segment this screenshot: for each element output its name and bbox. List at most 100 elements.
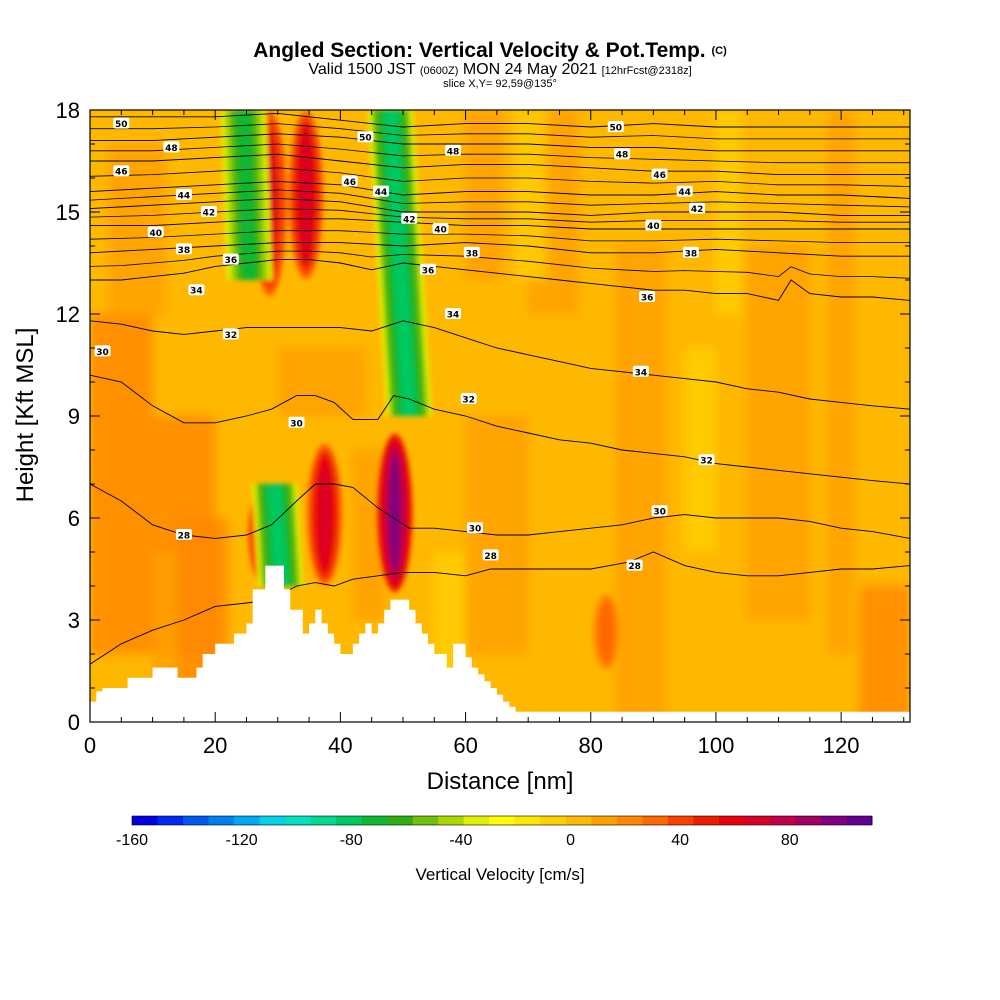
contour-label: 38 (175, 243, 192, 256)
contour-label-text: 34 (190, 287, 203, 297)
contour-label-box (147, 226, 164, 238)
contour-label-text: 32 (462, 396, 475, 406)
contour-label: 48 (614, 148, 631, 161)
contour-label: 40 (432, 223, 449, 236)
colorbar-swatch (565, 816, 592, 825)
mild-updraft-patch (615, 246, 666, 722)
contour-label-box (463, 246, 480, 258)
contour-label-text: 30 (469, 525, 482, 535)
contour-label: 42 (200, 206, 217, 219)
y-tick-label: 12 (56, 302, 80, 327)
contour-label: 48 (445, 144, 462, 157)
contour-label: 30 (288, 416, 305, 429)
contour-label-text: 28 (628, 562, 641, 572)
colorbar-tick-label: -160 (116, 832, 148, 849)
contour-theta-42 (90, 197, 910, 216)
contour-label-text: 42 (403, 215, 416, 225)
contour-label-box (222, 253, 239, 265)
contour-label: 28 (175, 529, 192, 542)
contour-label-text: 28 (178, 532, 191, 542)
contour-label-text: 28 (484, 552, 497, 562)
x-tick-label: 0 (84, 733, 96, 758)
field-mild-patches (90, 110, 910, 722)
contour-label: 50 (113, 117, 130, 130)
y-tick-label: 3 (68, 608, 80, 633)
contour-label: 46 (651, 168, 668, 181)
contour-label-box (94, 345, 111, 357)
contour-label-text: 40 (149, 229, 162, 239)
colorbar-swatch (744, 816, 771, 825)
contour-label: 48 (163, 141, 180, 154)
contour-theta-50 (90, 112, 910, 128)
contour-label-box (373, 185, 390, 197)
colorbar-tick-label: 40 (671, 832, 689, 849)
colorbar-tick-label: 80 (781, 832, 799, 849)
contour-label-box (113, 165, 130, 177)
downdraft-streak (383, 110, 416, 416)
x-tick-label: 80 (579, 733, 603, 758)
contour-label-box (288, 416, 305, 428)
colorbar-swatch (412, 816, 439, 825)
colorbar-swatch (795, 816, 822, 825)
contour-label: 30 (94, 345, 111, 358)
contour-label: 50 (357, 131, 374, 144)
contour-label-box (651, 168, 668, 180)
mild-updraft-patch (90, 314, 153, 416)
y-tick-label: 6 (68, 506, 80, 531)
contour-label-box (607, 121, 624, 132)
contour-label-box (432, 223, 449, 234)
contour-theta-32 (90, 374, 910, 485)
x-tick-label: 60 (453, 733, 477, 758)
colorbar-swatch (234, 816, 261, 825)
colorbar-tick-label: -80 (340, 832, 363, 849)
y-tick-label: 15 (56, 200, 80, 225)
contour-label-text: 30 (653, 508, 666, 518)
contour-label-box (113, 117, 130, 129)
contour-label-text: 40 (647, 222, 660, 232)
contour-label: 50 (607, 121, 624, 134)
contour-theta-48 (90, 133, 910, 152)
colorbar-swatch (157, 816, 184, 825)
x-tick-label: 20 (203, 733, 227, 758)
y-tick-label: 0 (68, 710, 80, 735)
contour-label: 32 (698, 454, 715, 467)
contour-label-box (626, 559, 643, 571)
updraft-plume (320, 464, 329, 565)
x-axis-label: Distance [nm] (427, 768, 574, 795)
contour-label-text: 50 (115, 120, 128, 130)
contour-label-text: 50 (359, 134, 372, 144)
x-tick-label: 120 (823, 733, 860, 758)
contour-theta-46 (90, 153, 910, 176)
contour-label-text: 48 (616, 151, 629, 161)
mild-updraft-patch (277, 348, 366, 416)
contour-label-box (175, 529, 192, 540)
contour-label-text: 32 (225, 331, 238, 341)
contour-label-text: 46 (344, 178, 357, 188)
colorbar-swatch (693, 816, 720, 825)
colorbar-swatch (591, 816, 618, 825)
contour-label-text: 36 (422, 266, 435, 276)
mild-updraft-patch (747, 246, 810, 620)
contour-label: 30 (651, 505, 668, 518)
contour-label-text: 44 (375, 188, 388, 198)
downdraft-streak (236, 110, 257, 280)
contour-label-text: 30 (96, 348, 109, 358)
contour-label-text: 46 (115, 168, 128, 178)
colorbar-swatch (208, 816, 235, 825)
mild-updraft-patch (859, 586, 910, 722)
contour-label-box (676, 185, 693, 197)
updraft-plume (390, 456, 399, 569)
colorbar-tick-label: -120 (226, 832, 258, 849)
contour-label: 36 (639, 291, 656, 304)
contour-theta-44 (90, 180, 910, 199)
contour-label-text: 50 (610, 124, 623, 134)
terrain-mask (90, 565, 910, 722)
colorbar-swatch (846, 816, 873, 825)
colorbar-swatch (769, 816, 796, 825)
colorbar-swatch (183, 816, 210, 825)
contour-theta-minor (90, 230, 910, 243)
contour-label-box (445, 144, 462, 156)
x-tick-label: 40 (328, 733, 352, 758)
colorbar-tick-label: 0 (566, 832, 575, 849)
contour-label-box (689, 202, 706, 214)
